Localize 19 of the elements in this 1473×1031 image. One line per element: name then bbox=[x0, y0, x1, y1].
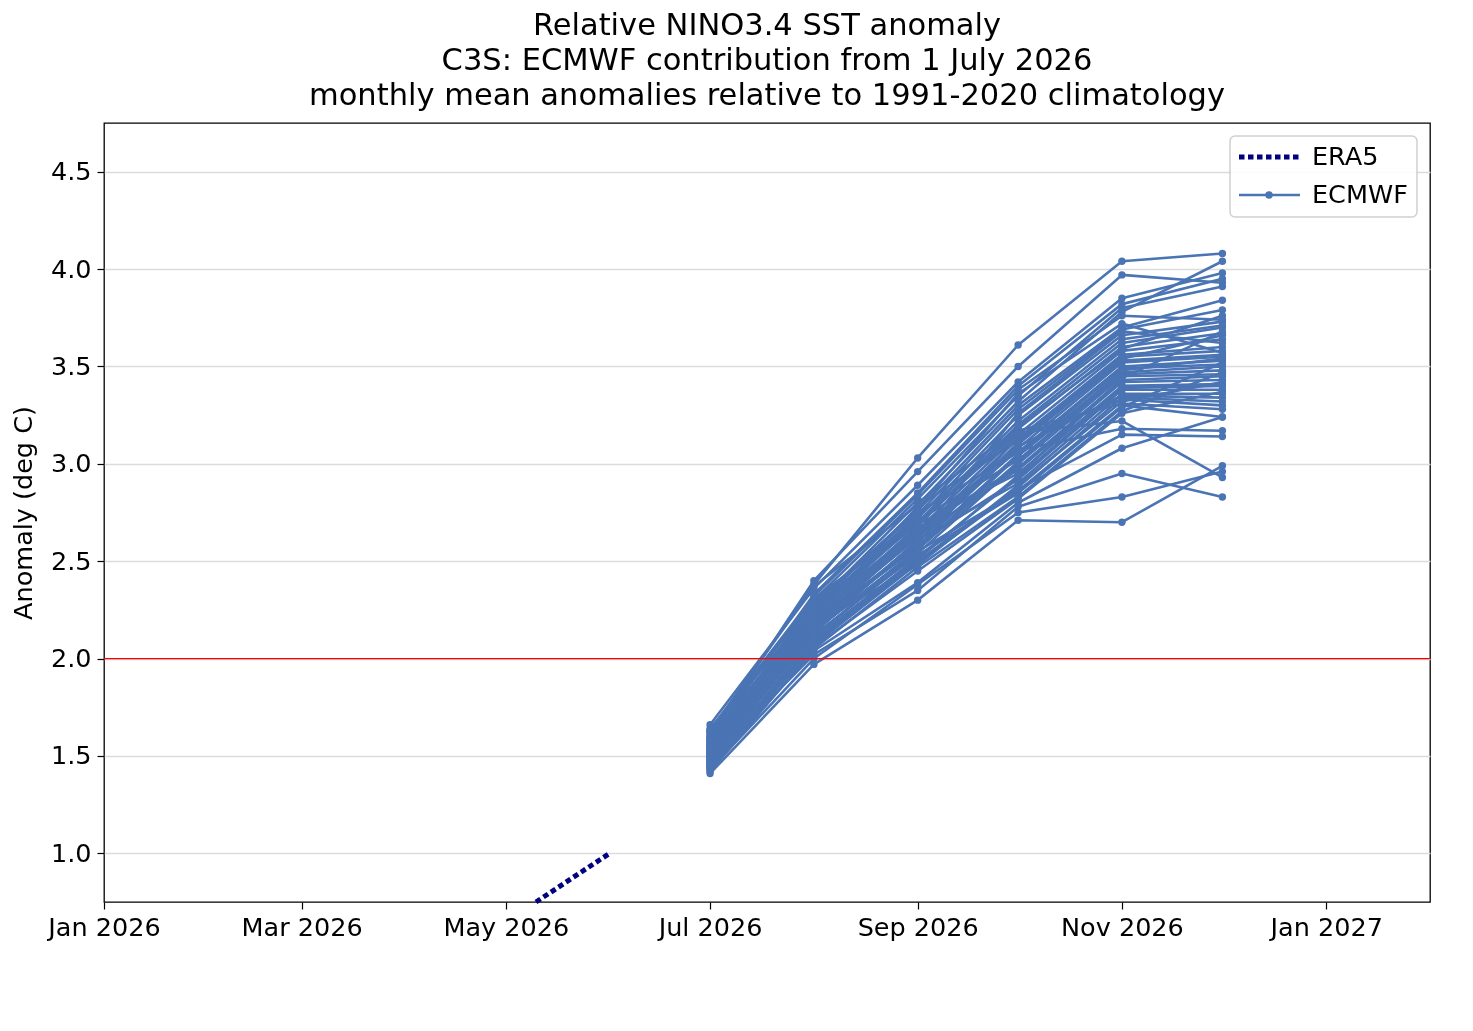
y-tick-label: 1.0 bbox=[50, 837, 92, 868]
y-tick-label: 2.0 bbox=[50, 643, 92, 674]
x-tick-label: Jan 2026 bbox=[46, 911, 161, 942]
y-tick-label: 4.5 bbox=[50, 156, 92, 187]
legend-label: ERA5 bbox=[1312, 141, 1379, 171]
chart-title: Relative NINO3.4 SST anomaly C3S: ECMWF contribution from 1 July 2026 monthly mean anomalies relative to 1991-2020 climatology bbox=[308, 6, 1226, 112]
x-tick-label: Jul 2026 bbox=[656, 911, 763, 942]
legend-label: ECMWF bbox=[1312, 179, 1408, 209]
x-tick-label: Nov 2026 bbox=[1061, 911, 1184, 942]
y-tick-label: 1.5 bbox=[50, 740, 92, 771]
y-tick-label: 2.5 bbox=[50, 545, 92, 576]
y-tick-label: 4.0 bbox=[50, 253, 92, 284]
x-tick-label: Jan 2027 bbox=[1268, 911, 1383, 942]
x-tick-label: Mar 2026 bbox=[241, 911, 363, 942]
x-tick-label: May 2026 bbox=[443, 911, 570, 942]
x-tick-label: Sep 2026 bbox=[857, 911, 979, 942]
y-axis-title: Anomaly (deg C) bbox=[7, 406, 38, 620]
y-tick-label: 3.0 bbox=[50, 448, 92, 479]
y-tick-label: 3.5 bbox=[50, 350, 92, 381]
